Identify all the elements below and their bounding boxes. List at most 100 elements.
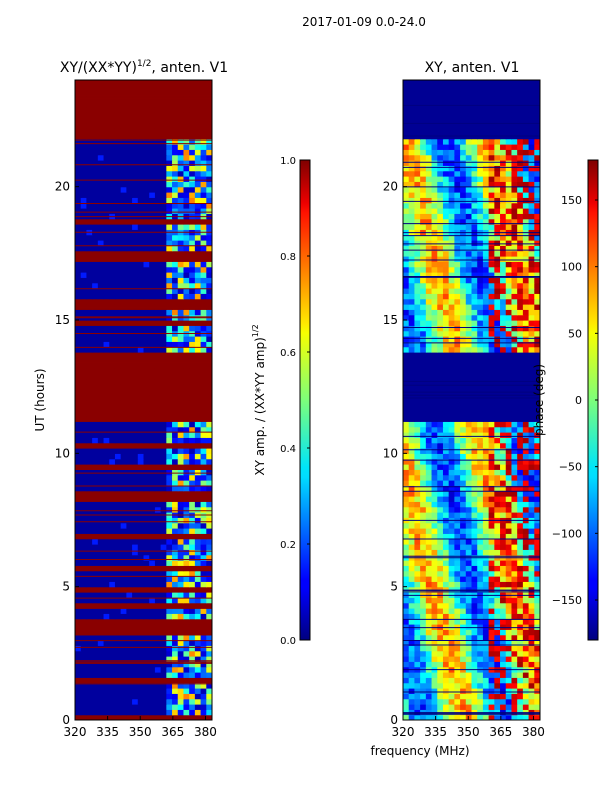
- heatmap-cell: [75, 176, 82, 182]
- heatmap-cell: [92, 672, 99, 678]
- heatmap-cell: [534, 448, 540, 454]
- heatmap-cell: [172, 666, 179, 673]
- heatmap-cell: [154, 640, 162, 646]
- heatmap-cell: [528, 528, 535, 534]
- heatmap-cell: [206, 544, 212, 550]
- heatmap-cell: [137, 384, 145, 390]
- heatmap-cell: [482, 330, 490, 337]
- heatmap-cell: [92, 458, 99, 465]
- heatmap-cell: [177, 293, 185, 300]
- heatmap-cell: [183, 186, 190, 193]
- heatmap-cell: [149, 277, 156, 284]
- heatmap-cell: [403, 682, 410, 689]
- heatmap-cell: [132, 437, 139, 444]
- heatmap-cell: [177, 506, 185, 513]
- heatmap-cell: [189, 709, 196, 716]
- heatmap-cell: [80, 192, 88, 198]
- heatmap-cell: [194, 480, 202, 486]
- heatmap-cell: [86, 266, 93, 273]
- heatmap-cell: [137, 352, 145, 358]
- heatmap-cell: [109, 565, 116, 572]
- heatmap-cell: [166, 277, 173, 284]
- heatmap-cell: [431, 421, 438, 428]
- heatmap-cell: [206, 421, 212, 428]
- heatmap-cell: [132, 154, 139, 161]
- heatmap-cell: [149, 368, 156, 374]
- heatmap-cell: [114, 266, 122, 273]
- heatmap-cell: [103, 480, 110, 486]
- heatmap-cell: [471, 570, 478, 577]
- heatmap-cell: [126, 458, 133, 465]
- heatmap-cell: [460, 330, 467, 337]
- heatmap-cell: [194, 485, 202, 492]
- heatmap-cell: [488, 416, 495, 422]
- heatmap-cell: [149, 176, 156, 182]
- heatmap-cell: [200, 645, 207, 652]
- heatmap-cell: [137, 698, 145, 705]
- heatmap-cell: [408, 570, 416, 577]
- heatmap-cell: [114, 597, 122, 604]
- heatmap-cell: [126, 650, 133, 657]
- heatmap-cell: [482, 618, 490, 625]
- heatmap-cell: [75, 384, 82, 390]
- heatmap-cell: [471, 448, 478, 454]
- heatmap-cell: [149, 549, 156, 556]
- heatmap-cell: [437, 688, 444, 694]
- heatmap-cell: [132, 160, 139, 166]
- heatmap-cell: [522, 325, 530, 332]
- heatmap-cell: [143, 554, 150, 561]
- heatmap-cell: [114, 453, 122, 460]
- heatmap-cell: [403, 304, 410, 310]
- heatmap-cell: [143, 352, 150, 358]
- heatmap-cell: [431, 533, 438, 540]
- heatmap-cell: [75, 549, 82, 556]
- heatmap-cell: [408, 266, 416, 273]
- heatmap-cell: [522, 634, 530, 641]
- heatmap-cell: [166, 122, 173, 129]
- heatmap-cell: [86, 576, 93, 582]
- heatmap-cell: [120, 400, 127, 406]
- heatmap-cell: [528, 581, 535, 588]
- heatmap-cell: [528, 416, 535, 422]
- heatmap-cell: [448, 293, 455, 300]
- heatmap-cell: [494, 437, 501, 444]
- heatmap-cell: [114, 218, 122, 225]
- heatmap-cell: [149, 501, 156, 508]
- heatmap-cell: [97, 645, 105, 652]
- heatmap-cell: [172, 240, 179, 246]
- heatmap-cell: [177, 250, 185, 257]
- heatmap-cell: [143, 357, 150, 364]
- heatmap-cell: [154, 624, 162, 630]
- heatmap-cell: [194, 304, 202, 310]
- heatmap-cell: [143, 90, 150, 97]
- heatmap-cell: [126, 597, 133, 604]
- heatmap-cell: [149, 352, 156, 358]
- heatmap-cell: [160, 357, 167, 364]
- heatmap-cell: [143, 282, 150, 289]
- heatmap-cell: [442, 368, 450, 374]
- heatmap-cell: [172, 565, 179, 572]
- heatmap-cell: [528, 357, 535, 364]
- heatmap-cell: [97, 80, 105, 86]
- heatmap-cell: [194, 597, 202, 604]
- heatmap-cell: [109, 650, 116, 657]
- heatmap-cell: [109, 112, 116, 118]
- heatmap-cell: [414, 373, 421, 380]
- heatmap-cell: [172, 128, 179, 134]
- heatmap-cell: [460, 346, 467, 353]
- heatmap-cell: [137, 133, 145, 140]
- heatmap-cell: [109, 261, 116, 268]
- heatmap-cell: [206, 304, 212, 310]
- heatmap-cell: [403, 565, 410, 572]
- heatmap-cell: [109, 144, 116, 150]
- heatmap-cell: [414, 608, 421, 614]
- heatmap-cell: [92, 341, 99, 348]
- heatmap-cell: [189, 341, 196, 348]
- heatmap-cell: [534, 656, 540, 662]
- heatmap-cell: [460, 634, 467, 641]
- heatmap-cell: [86, 154, 93, 161]
- heatmap-cell: [200, 202, 207, 209]
- heatmap-cell: [149, 101, 156, 108]
- heatmap-cell: [103, 293, 110, 300]
- heatmap-cell: [206, 256, 212, 262]
